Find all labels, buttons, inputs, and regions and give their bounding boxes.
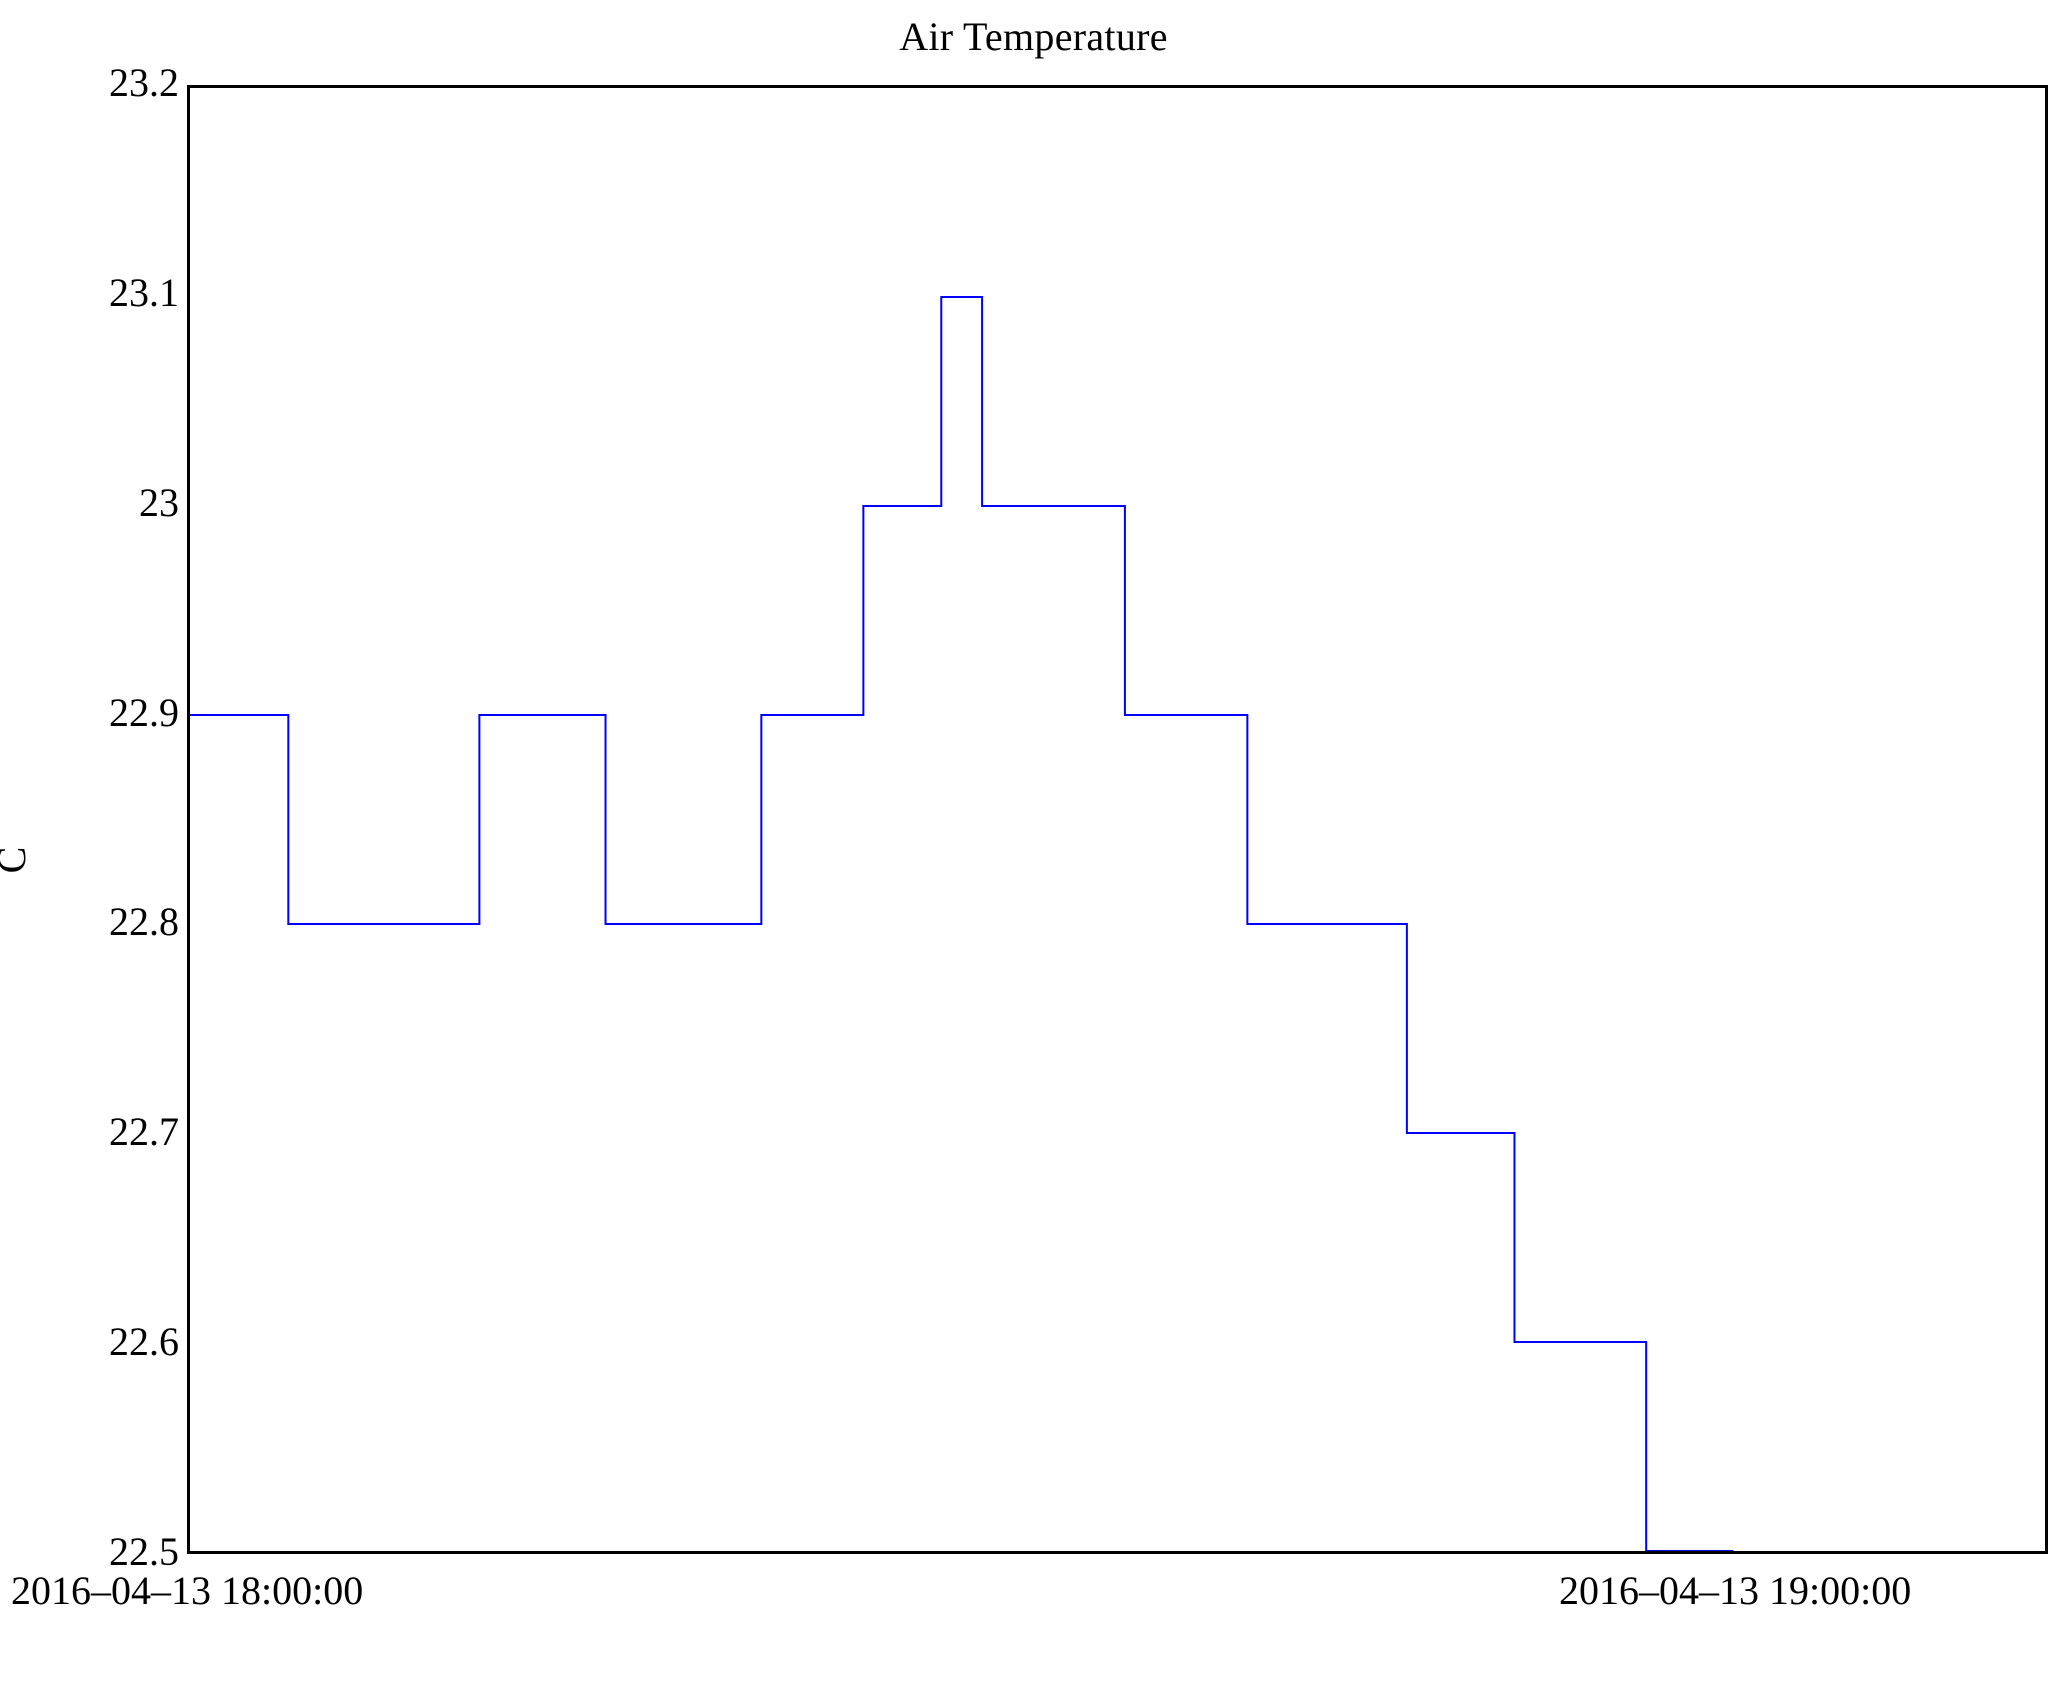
x-tick-label: 2016–04–13 19:00:00	[1559, 1568, 1912, 1613]
y-tick-label: 23.1	[109, 269, 179, 315]
y-tick-label: 22.5	[109, 1529, 179, 1574]
series-air-temperature	[190, 297, 1733, 1551]
plot-inner	[190, 88, 2045, 1551]
x-tick-label: 2016–04–13 18:00:00	[11, 1568, 364, 1613]
y-tick-label: 23	[139, 479, 179, 525]
y-tick-label: 22.7	[109, 1109, 179, 1155]
plot-area	[187, 85, 2048, 1554]
page-title: Air Temperature	[899, 14, 1168, 59]
y-tick-label: 22.9	[109, 689, 179, 735]
temperature-step-line	[190, 88, 2045, 1551]
y-tick-label: 22.6	[109, 1319, 179, 1365]
y-axis-label: C	[0, 790, 34, 930]
y-tick-label: 22.8	[109, 899, 179, 945]
y-tick-label: 23.2	[109, 60, 179, 105]
